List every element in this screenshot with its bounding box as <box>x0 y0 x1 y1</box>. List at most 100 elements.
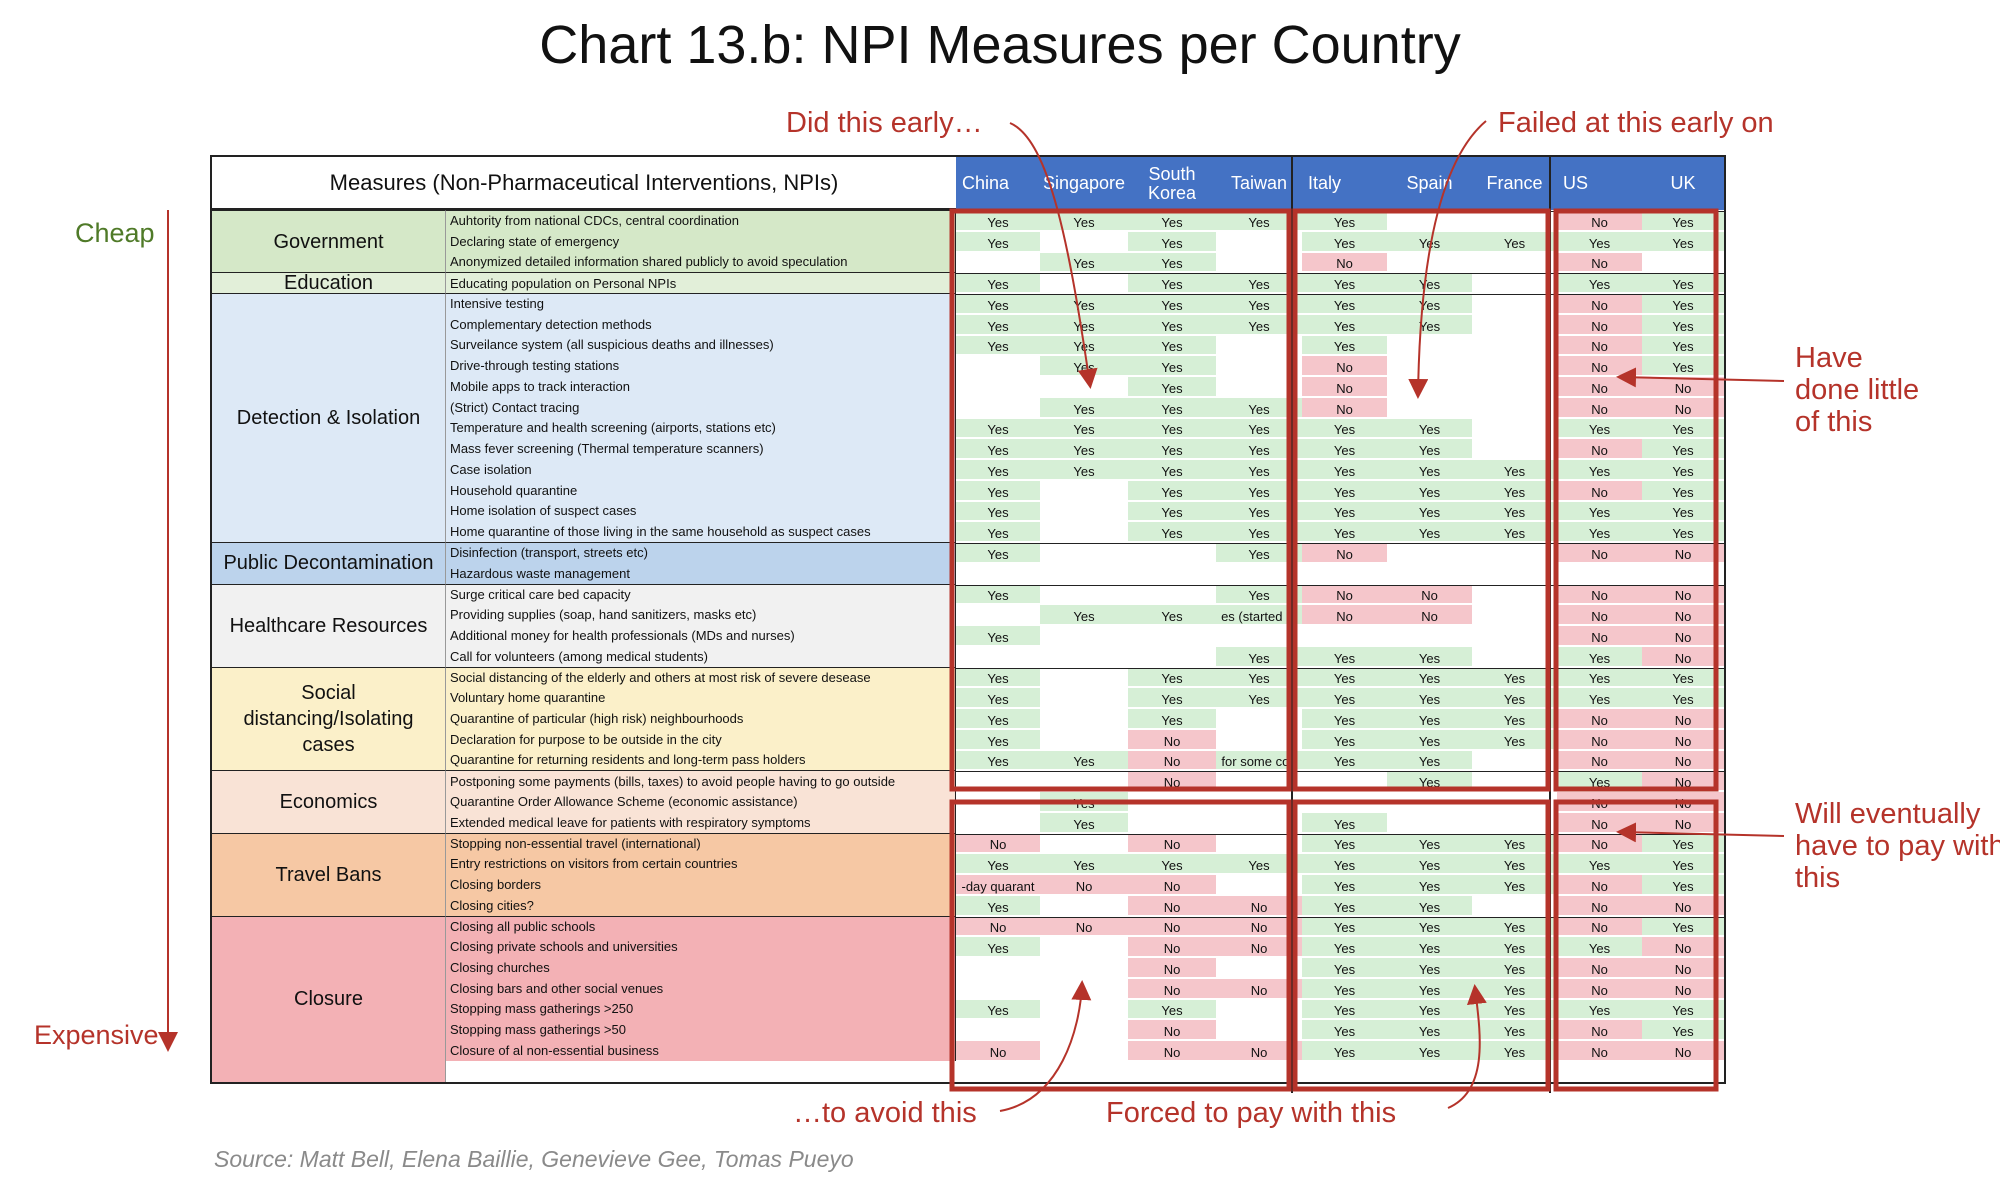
value-cell-taiwan: No <box>1216 978 1302 998</box>
value-cell-singapore: Yes <box>1040 211 1128 230</box>
value-cell-taiwan <box>1216 792 1302 811</box>
value-cell-spain: Yes <box>1387 750 1472 770</box>
value-cell-uk: No <box>1642 543 1724 562</box>
value-cell-china: Yes <box>956 211 1040 230</box>
value-cell-china <box>956 771 1040 790</box>
value-cell-south-korea: No <box>1128 771 1216 790</box>
measure-label: Home quarantine of those living in the s… <box>446 521 956 542</box>
value-cell-us: No <box>1557 1041 1642 1060</box>
value-cell-italy <box>1302 563 1387 583</box>
value-cell-china: Yes <box>956 854 1040 873</box>
value-cell-france: Yes <box>1472 231 1557 251</box>
value-cell-italy: Yes <box>1302 937 1387 956</box>
value-cell-france: Yes <box>1472 833 1557 853</box>
value-cell-singapore <box>1040 584 1128 604</box>
value-cell-taiwan: Yes <box>1216 584 1302 604</box>
value-cell-france <box>1472 252 1557 272</box>
value-cell-spain <box>1387 252 1472 272</box>
value-cell-singapore <box>1040 563 1128 583</box>
value-cell-france: Yes <box>1472 1041 1557 1060</box>
value-cell-us: No <box>1557 211 1642 230</box>
value-cell-south-korea: Yes <box>1128 314 1216 334</box>
value-cell-taiwan: Yes <box>1216 480 1302 500</box>
value-cell-spain: Yes <box>1387 937 1472 956</box>
value-cell-taiwan: Yes <box>1216 522 1302 541</box>
value-cell-china: No <box>956 833 1040 853</box>
value-cell-uk: No <box>1642 937 1724 956</box>
value-cell-spain <box>1387 543 1472 562</box>
measure-label: Additional money for health professional… <box>446 625 956 646</box>
value-cell-south-korea: Yes <box>1128 294 1216 313</box>
value-cell-us: No <box>1557 377 1642 396</box>
value-cell-italy: Yes <box>1302 522 1387 541</box>
header-country-uk: UK <box>1642 157 1724 210</box>
value-cell-south-korea: Yes <box>1128 231 1216 251</box>
value-cell-us: Yes <box>1557 771 1642 790</box>
value-cell-china <box>956 397 1040 417</box>
value-cell-singapore: Yes <box>1040 792 1128 811</box>
value-cell-us: No <box>1557 709 1642 728</box>
value-cell-singapore <box>1040 667 1128 687</box>
value-cell-us: Yes <box>1557 854 1642 873</box>
value-cell-uk: No <box>1642 709 1724 728</box>
category-healthcare-resources: Healthcare Resources <box>212 583 446 667</box>
value-cell-uk: Yes <box>1642 460 1724 479</box>
measure-label: Intensive testing <box>446 293 956 314</box>
value-cell-italy: No <box>1302 397 1387 417</box>
value-cell-taiwan: Yes <box>1216 273 1302 292</box>
value-cell-uk: Yes <box>1642 294 1724 313</box>
measure-label: Surge critical care bed capacity <box>446 583 956 605</box>
measure-label: Entry restrictions on visitors from cert… <box>446 853 956 874</box>
header-country-china: China <box>956 157 1040 210</box>
value-cell-spain: Yes <box>1387 978 1472 998</box>
value-cell-singapore: Yes <box>1040 439 1128 458</box>
value-cell-uk <box>1642 252 1724 272</box>
value-cell-italy: Yes <box>1302 978 1387 998</box>
value-cell-uk: No <box>1642 605 1724 624</box>
value-cell-france: Yes <box>1472 958 1557 977</box>
value-cell-south-korea: No <box>1128 729 1216 749</box>
value-cell-us: Yes <box>1557 688 1642 707</box>
value-cell-uk: Yes <box>1642 999 1724 1019</box>
value-cell-china: Yes <box>956 314 1040 334</box>
value-cell-france <box>1472 335 1557 355</box>
measure-label: Anonymized detailed information shared p… <box>446 251 956 273</box>
value-cell-south-korea: No <box>1128 875 1216 894</box>
value-cell-china <box>956 377 1040 396</box>
value-cell-us: No <box>1557 978 1642 998</box>
value-cell-china: Yes <box>956 667 1040 687</box>
value-cell-uk: Yes <box>1642 833 1724 853</box>
value-cell-china: Yes <box>956 335 1040 355</box>
value-cell-us: No <box>1557 397 1642 417</box>
value-cell-italy: No <box>1302 377 1387 396</box>
value-cell-spain: No <box>1387 605 1472 624</box>
value-cell-us: No <box>1557 916 1642 936</box>
value-cell-uk: No <box>1642 812 1724 832</box>
measure-label: Closing private schools and universities <box>446 936 956 957</box>
value-cell-italy <box>1302 626 1387 645</box>
value-cell-singapore <box>1040 999 1128 1019</box>
value-cell-spain: Yes <box>1387 480 1472 500</box>
value-cell-france <box>1472 314 1557 334</box>
value-cell-singapore <box>1040 646 1128 666</box>
value-cell-taiwan <box>1216 1020 1302 1039</box>
value-cell-us: No <box>1557 356 1642 375</box>
value-cell-taiwan: Yes <box>1216 460 1302 479</box>
value-cell-france: Yes <box>1472 522 1557 541</box>
value-cell-singapore: Yes <box>1040 397 1128 417</box>
value-cell-uk: Yes <box>1642 688 1724 707</box>
source-note: Source: Matt Bell, Elena Baillie, Genevi… <box>214 1146 854 1172</box>
category-closure: Closure <box>212 915 446 1082</box>
annotation-pay-eventually-1: Will eventually <box>1795 798 1981 830</box>
value-cell-spain: Yes <box>1387 1041 1472 1060</box>
value-cell-south-korea: No <box>1128 958 1216 977</box>
value-cell-us: Yes <box>1557 667 1642 687</box>
measure-label: Quarantine for returning residents and l… <box>446 749 956 771</box>
value-cell-singapore <box>1040 958 1128 977</box>
value-cell-south-korea: Yes <box>1128 377 1216 396</box>
value-cell-uk: Yes <box>1642 273 1724 292</box>
value-cell-singapore <box>1040 1041 1128 1060</box>
value-cell-us: Yes <box>1557 273 1642 292</box>
value-cell-china: Yes <box>956 522 1040 541</box>
value-cell-taiwan <box>1216 563 1302 583</box>
